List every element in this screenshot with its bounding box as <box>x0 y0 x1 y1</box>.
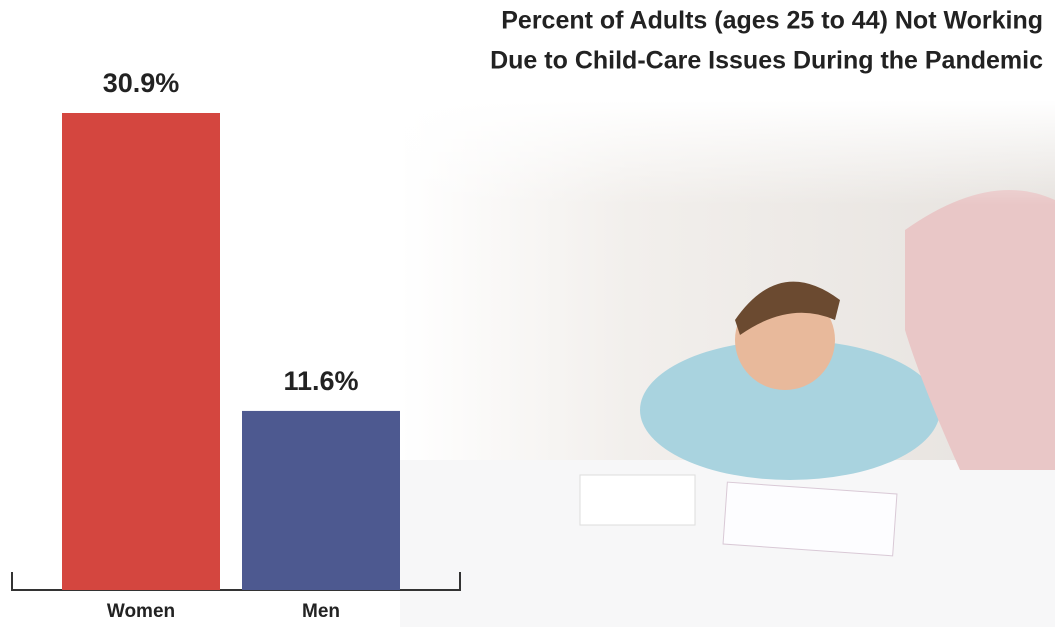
chart-title: Percent of Adults (ages 25 to 44) Not Wo… <box>501 7 1043 35</box>
bar <box>62 113 220 590</box>
baseline <box>11 572 461 591</box>
value-label: 30.9% <box>103 68 180 98</box>
x-tick-label: Women <box>107 601 175 622</box>
x-tick-label: Men <box>302 601 340 622</box>
bar <box>242 410 400 590</box>
chart-title: Due to Child-Care Issues During the Pand… <box>490 47 1043 75</box>
background-photo <box>400 100 1055 627</box>
value-label: 11.6% <box>283 366 358 396</box>
